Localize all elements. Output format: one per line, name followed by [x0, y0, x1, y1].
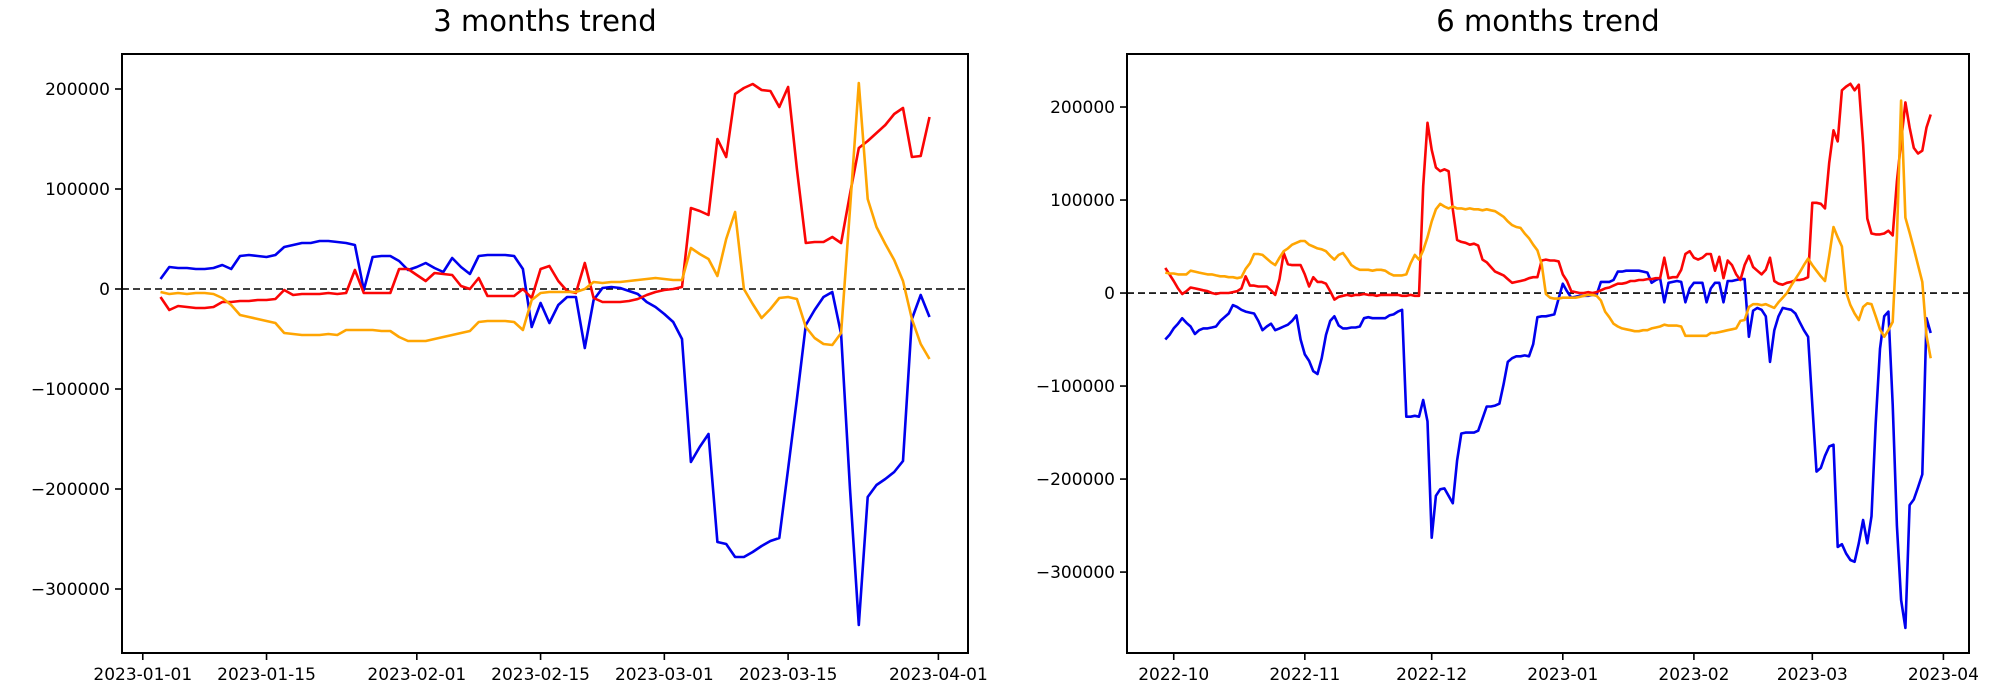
left-x-tick-label: 2023-03-01: [615, 665, 714, 685]
left-series-line-orange: [160, 81, 931, 360]
left-x-tick-label: 2023-02-01: [367, 665, 466, 685]
left-series-line-red: [159, 82, 931, 312]
right-y-tick-label: −300000: [1036, 563, 1115, 583]
left-y-tick-label: 100000: [45, 180, 110, 200]
left-chart: 200000 100000 0 −100000 −200000 −300000 2023-0…: [31, 53, 988, 685]
right-x-tick-label: 2023-03: [1777, 665, 1848, 685]
left-x-tick-label: 2023-01-01: [93, 665, 192, 685]
left-x-tick-label: 2023-01-15: [217, 665, 316, 685]
left-axes-spines: [121, 53, 969, 654]
right-x-tick-label: 2023-02: [1658, 665, 1729, 685]
right-x-tick-label: 2022-10: [1138, 665, 1209, 685]
right-y-tick-label: 100000: [1050, 191, 1115, 211]
left-y-tick-label: 0: [99, 280, 110, 300]
left-x-tick-label: 2023-02-15: [491, 665, 590, 685]
right-x-tick-label: 2022-11: [1269, 665, 1340, 685]
left-x-tick-label: 2023-04-01: [889, 665, 988, 685]
right-chart: 200000 100000 0 −100000 −200000 −300000 2022-1…: [1036, 53, 1979, 685]
left-y-tick-label: −100000: [31, 380, 110, 400]
left-x-tick-label: 2023-03-15: [739, 665, 838, 685]
right-y-tick-label: −200000: [1036, 470, 1115, 490]
right-series-line-orange: [1165, 99, 1932, 359]
right-y-tick-label: 200000: [1050, 98, 1115, 118]
right-series-line-red: [1164, 82, 1932, 301]
left-series-line-blue: [159, 239, 931, 627]
right-x-tick-label: 2023-01: [1527, 665, 1598, 685]
right-x-tick-label: 2022-12: [1396, 665, 1467, 685]
right-x-tick-label: 2023-04: [1908, 665, 1979, 685]
left-y-tick-label: −300000: [31, 580, 110, 600]
left-y-tick-label: −200000: [31, 480, 110, 500]
left-chart-title: 3 months trend: [433, 4, 657, 38]
right-series-line-blue: [1164, 269, 1932, 630]
left-y-tick-label: 200000: [45, 80, 110, 100]
right-y-tick-label: 0: [1104, 284, 1115, 304]
right-y-tick-label: −100000: [1036, 377, 1115, 397]
right-chart-title: 6 months trend: [1436, 4, 1660, 38]
right-axes-spines: [1126, 53, 1970, 654]
